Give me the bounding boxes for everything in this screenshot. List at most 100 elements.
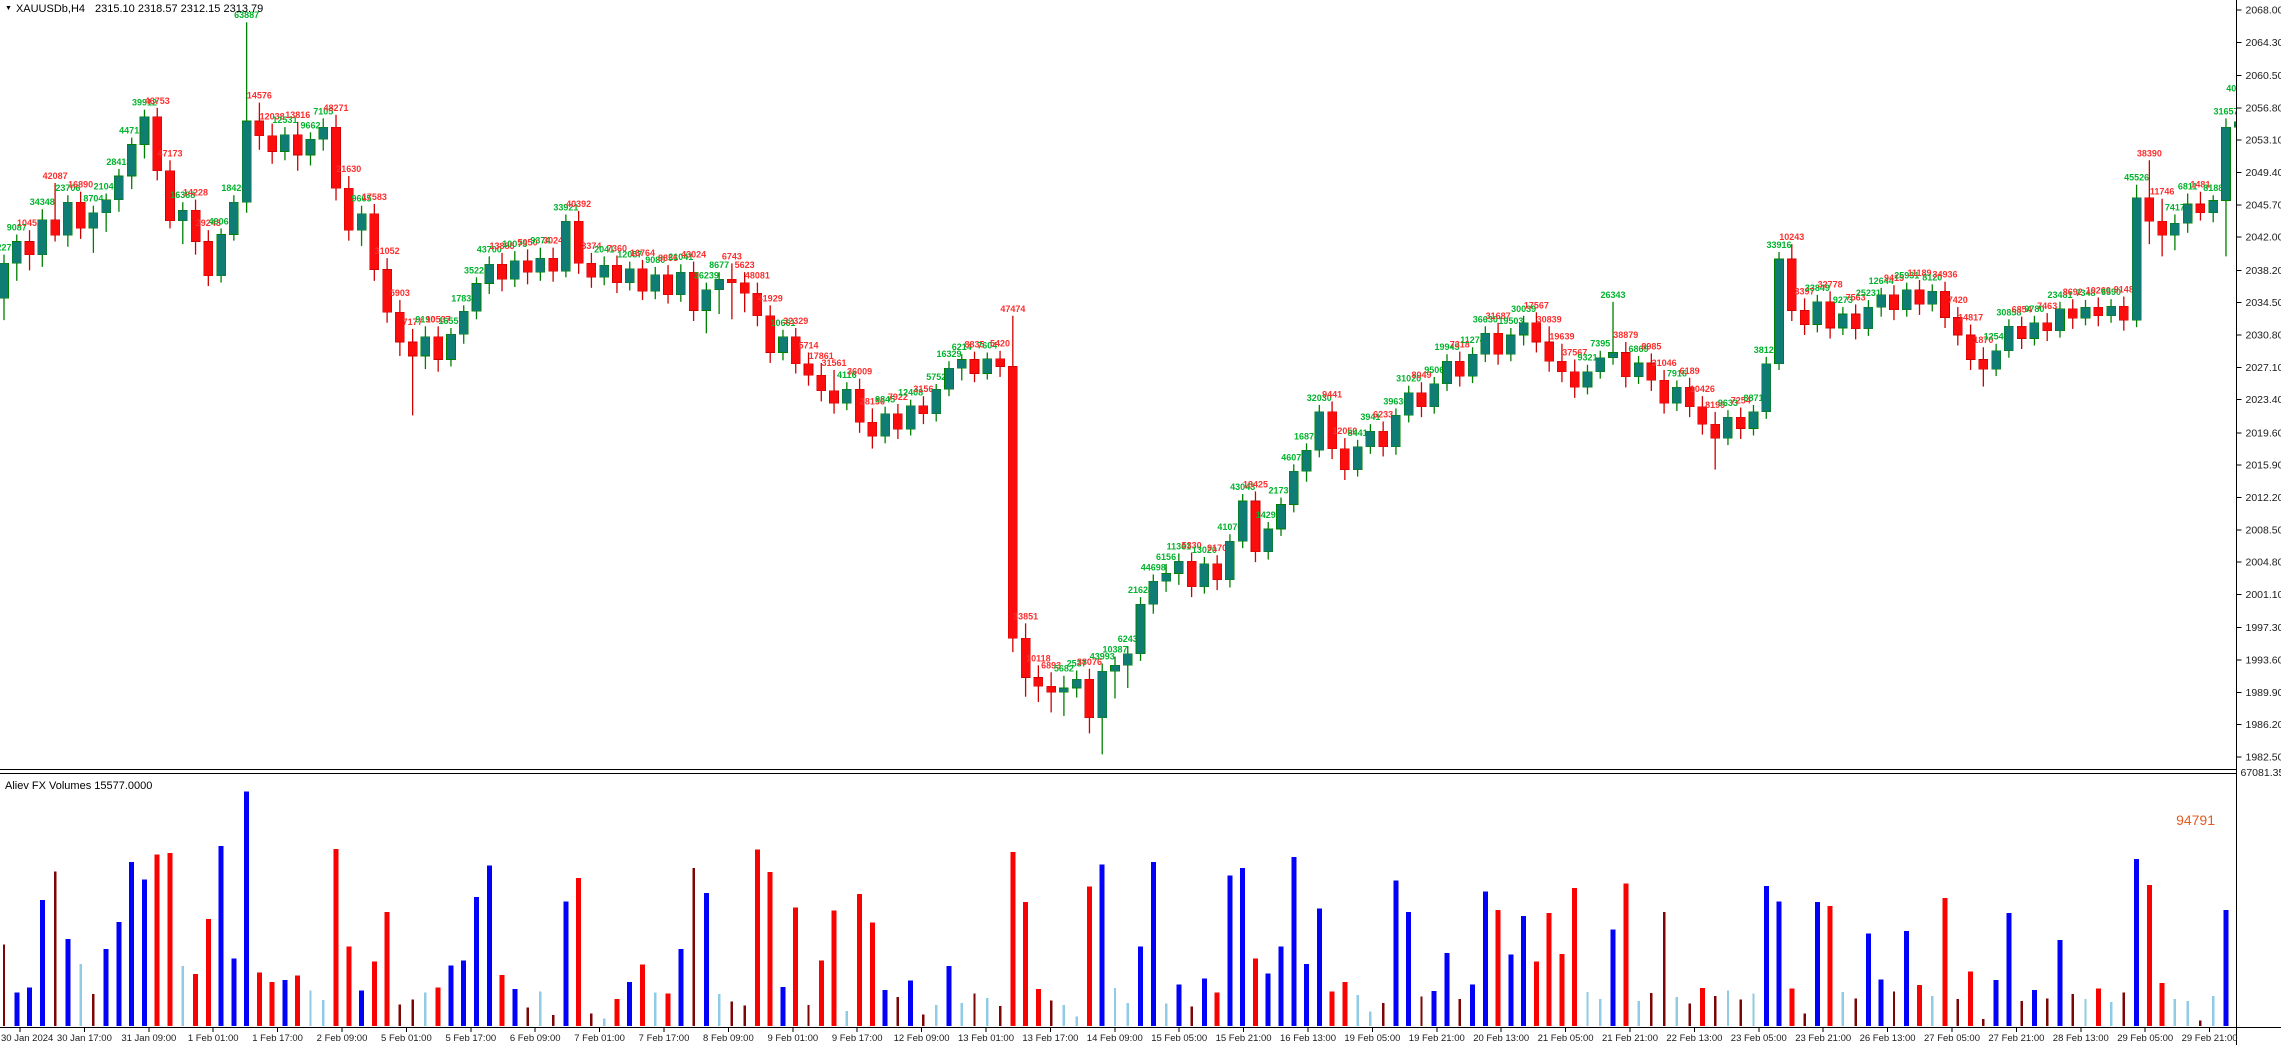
candle-volume-label: 6189 bbox=[1680, 366, 1700, 376]
volume-bar bbox=[1521, 915, 1527, 1026]
price-axis-label[interactable]: 1986.20 bbox=[2246, 719, 2281, 731]
price-axis-label[interactable]: 2015.90 bbox=[2246, 460, 2281, 472]
price-axis-label[interactable]: 2064.30 bbox=[2246, 37, 2281, 49]
time-axis-label[interactable]: 9 Feb 17:00 bbox=[832, 1033, 883, 1044]
price-axis-label[interactable]: 1993.60 bbox=[2246, 655, 2281, 667]
time-axis-label[interactable]: 1 Feb 17:00 bbox=[252, 1033, 303, 1044]
volume-bar bbox=[1623, 883, 1629, 1026]
candle: 41070 bbox=[1217, 522, 1242, 588]
candle: 16557 bbox=[438, 316, 463, 367]
time-axis-label[interactable]: 21 Feb 21:00 bbox=[1602, 1033, 1658, 1044]
time-axis-label[interactable]: 28 Feb 13:00 bbox=[2053, 1033, 2109, 1044]
price-axis-label[interactable]: 2053.10 bbox=[2246, 135, 2281, 147]
price-axis-label[interactable]: 1997.30 bbox=[2246, 622, 2281, 634]
price-axis-label[interactable]: 2004.80 bbox=[2246, 557, 2281, 569]
volume-bar bbox=[1599, 998, 1602, 1026]
time-axis-label[interactable]: 12 Feb 09:00 bbox=[894, 1033, 950, 1044]
price-axis-label[interactable]: 2049.40 bbox=[2246, 167, 2281, 179]
candle-volume-label: 19503 bbox=[1498, 316, 1523, 326]
candle: 21624 bbox=[1128, 585, 1153, 661]
price-axis-label[interactable]: 2045.70 bbox=[2246, 199, 2281, 211]
time-axis-label[interactable]: 9 Feb 01:00 bbox=[767, 1033, 818, 1044]
price-axis-label[interactable]: 2012.20 bbox=[2246, 492, 2281, 504]
time-axis-label[interactable]: 19 Feb 21:00 bbox=[1409, 1033, 1465, 1044]
candle-volume-label: 48081 bbox=[745, 271, 770, 281]
time-axis-label[interactable]: 26 Feb 13:00 bbox=[1860, 1033, 1916, 1044]
time-axis-label[interactable]: 2 Feb 09:00 bbox=[317, 1033, 368, 1044]
time-axis-label[interactable]: 22 Feb 13:00 bbox=[1666, 1033, 1722, 1044]
price-axis-label[interactable]: 2023.40 bbox=[2246, 394, 2281, 406]
volume-bar bbox=[1201, 978, 1207, 1026]
price-axis-label[interactable]: 2008.50 bbox=[2246, 524, 2281, 536]
candle: 35223 bbox=[464, 265, 489, 320]
volume-bar bbox=[1533, 961, 1539, 1026]
candle-volume-label: 9441 bbox=[1322, 389, 1342, 399]
time-axis-label[interactable]: 23 Feb 05:00 bbox=[1731, 1033, 1787, 1044]
price-axis-label[interactable]: 2042.00 bbox=[2246, 232, 2281, 244]
candle: 30858 bbox=[1996, 307, 2021, 358]
time-axis-label[interactable]: 27 Feb 21:00 bbox=[1988, 1033, 2044, 1044]
candle-volume-label: 33851 bbox=[1013, 611, 1038, 621]
candle: 12541 bbox=[1984, 332, 2009, 377]
candle: 8871 bbox=[1743, 393, 1764, 436]
time-axis-label[interactable]: 20 Feb 13:00 bbox=[1473, 1033, 1529, 1044]
time-axis-label[interactable]: 5 Feb 01:00 bbox=[381, 1033, 432, 1044]
time-axis-label[interactable]: 5 Feb 17:00 bbox=[445, 1033, 496, 1044]
volume-bar bbox=[1035, 988, 1041, 1026]
time-axis-label[interactable]: 6 Feb 09:00 bbox=[510, 1033, 561, 1044]
time-axis-label[interactable]: 1 Feb 01:00 bbox=[188, 1033, 239, 1044]
time-axis-label[interactable]: 7 Feb 17:00 bbox=[639, 1033, 690, 1044]
time-axis-label[interactable]: 13 Feb 01:00 bbox=[958, 1033, 1014, 1044]
time-axis-label[interactable]: 15 Feb 05:00 bbox=[1151, 1033, 1207, 1044]
candle: 29243 bbox=[196, 218, 221, 287]
price-axis-label[interactable]: 2019.60 bbox=[2246, 427, 2281, 439]
price-axis-label[interactable]: 2034.50 bbox=[2246, 297, 2281, 309]
price-axis-label[interactable]: 2027.10 bbox=[2246, 362, 2281, 374]
time-axis-label[interactable]: 7 Feb 01:00 bbox=[574, 1033, 625, 1044]
price-axis-label[interactable]: 2038.20 bbox=[2246, 265, 2281, 277]
candle-volume-label: 9633 bbox=[1718, 398, 1738, 408]
candle: 32329 bbox=[783, 316, 808, 374]
time-axis-label[interactable]: 19 Feb 05:00 bbox=[1344, 1033, 1400, 1044]
price-axis-label[interactable]: 2060.50 bbox=[2246, 70, 2281, 82]
candle-volume-label: 41070 bbox=[1217, 522, 1242, 532]
volume-bar bbox=[2173, 998, 2177, 1026]
time-axis-label[interactable]: 23 Feb 21:00 bbox=[1795, 1033, 1851, 1044]
time-axis-label[interactable]: 29 Feb 21:00 bbox=[2182, 1033, 2238, 1044]
volume-bar bbox=[717, 994, 721, 1026]
time-axis-label[interactable]: 30 Jan 17:00 bbox=[57, 1033, 112, 1044]
candle-volume-label: 28156 bbox=[860, 396, 885, 406]
time-axis-label[interactable]: 30 Jan 2024 bbox=[1, 1033, 53, 1044]
time-axis-label[interactable]: 27 Feb 05:00 bbox=[1924, 1033, 1980, 1044]
price-axis-label[interactable]: 2068.00 bbox=[2246, 5, 2281, 17]
price-axis-label[interactable]: 1982.50 bbox=[2246, 752, 2281, 764]
collapse-arrow-icon[interactable]: ▼ bbox=[5, 5, 12, 12]
time-axis-label[interactable]: 13 Feb 17:00 bbox=[1022, 1033, 1078, 1044]
price-axis-label[interactable]: 1989.90 bbox=[2246, 687, 2281, 699]
volume-highlight-value: 94791 bbox=[2176, 812, 2215, 828]
candle-volume-label: 5330 bbox=[1182, 541, 1202, 551]
time-axis-label[interactable]: 16 Feb 13:00 bbox=[1280, 1033, 1336, 1044]
candle-volume-label: 5420 bbox=[990, 339, 1010, 349]
candle: 7105 bbox=[313, 106, 333, 151]
price-axis-label[interactable]: 2030.80 bbox=[2246, 330, 2281, 342]
time-axis-label[interactable]: 21 Feb 05:00 bbox=[1538, 1033, 1594, 1044]
candle-volume-label: 13885 bbox=[490, 241, 515, 251]
time-axis-label[interactable]: 31 Jan 09:00 bbox=[121, 1033, 176, 1044]
volume-bar bbox=[526, 1007, 529, 1026]
time-axis-label[interactable]: 8 Feb 09:00 bbox=[703, 1033, 754, 1044]
time-axis-label[interactable]: 29 Feb 05:00 bbox=[2117, 1033, 2173, 1044]
time-axis-label[interactable]: 14 Feb 09:00 bbox=[1087, 1033, 1143, 1044]
volume-bar bbox=[1752, 993, 1755, 1026]
candle-volume-label: 43024 bbox=[681, 250, 706, 260]
price-axis-label[interactable]: 2056.80 bbox=[2246, 102, 2281, 114]
time-axis-label[interactable]: 15 Feb 21:00 bbox=[1216, 1033, 1272, 1044]
candle: 10661 bbox=[770, 318, 795, 361]
price-axis-label[interactable]: 2001.10 bbox=[2246, 589, 2281, 601]
candle-volume-label: 63887 bbox=[234, 10, 259, 20]
volume-pane[interactable] bbox=[2, 791, 2241, 1026]
volume-bar bbox=[411, 999, 414, 1026]
volume-bar bbox=[2020, 1000, 2023, 1026]
